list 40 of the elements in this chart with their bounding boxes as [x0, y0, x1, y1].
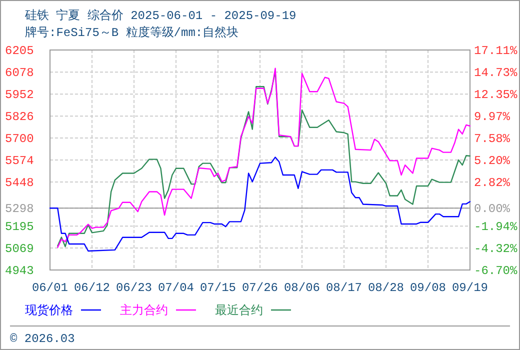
y2-tick-label: 14.73%	[474, 66, 518, 80]
y2-tick-label: 12.35%	[474, 88, 518, 102]
legend-label: 现货价格	[25, 304, 73, 318]
x-tick-label: 06/23	[116, 281, 152, 295]
legend-label: 主力合约	[120, 303, 168, 318]
x-tick-label: 08/17	[326, 281, 362, 295]
y2-tick-label: -4.32%	[474, 242, 518, 256]
x-tick-label: 08/28	[368, 281, 404, 295]
y2-tick-label: -1.94%	[474, 220, 518, 234]
y2-tick-label: 17.11%	[474, 44, 518, 58]
x-tick-label: 09/08	[410, 281, 446, 295]
y-tick-label: 5069	[5, 242, 34, 256]
y-tick-label: 5826	[5, 110, 34, 124]
y2-tick-label: 9.97%	[474, 110, 511, 124]
y-tick-label: 5574	[5, 154, 34, 168]
y2-tick-label: 2.82%	[474, 176, 511, 190]
y-tick-label: 5298	[5, 202, 34, 216]
x-tick-label: 07/26	[242, 281, 278, 295]
y2-tick-label: 5.20%	[474, 154, 511, 168]
y2-tick-label: -6.70%	[474, 264, 518, 278]
y2-tick-label: 7.58%	[474, 132, 511, 146]
legend-label: 最近合约	[215, 304, 263, 318]
x-tick-label: 06/12	[74, 281, 110, 295]
x-tick-label: 09/19	[452, 281, 488, 295]
y-tick-label: 5195	[5, 220, 34, 234]
x-tick-label: 07/15	[200, 281, 236, 295]
y-tick-label: 6205	[5, 44, 34, 58]
text: © 2026.03	[10, 332, 75, 346]
y-tick-label: 5700	[5, 132, 34, 146]
y-tick-label: 5448	[5, 176, 34, 190]
y-tick-label: 4943	[5, 264, 34, 278]
x-tick-label: 06/01	[32, 281, 68, 295]
chart-subtitle: 牌号:FeSi75～B 粒度等级/mm:自然块	[25, 25, 239, 40]
x-tick-label: 07/04	[158, 281, 194, 295]
line-series	[49, 156, 471, 252]
chart-title: 硅铁 宁夏 综合价 2025-06-01 - 2025-09-19	[24, 8, 296, 23]
x-tick-label: 08/06	[284, 281, 320, 295]
y-tick-label: 6078	[5, 66, 34, 80]
y-tick-label: 5952	[5, 88, 34, 102]
y2-tick-label: 0.00%	[474, 202, 511, 216]
